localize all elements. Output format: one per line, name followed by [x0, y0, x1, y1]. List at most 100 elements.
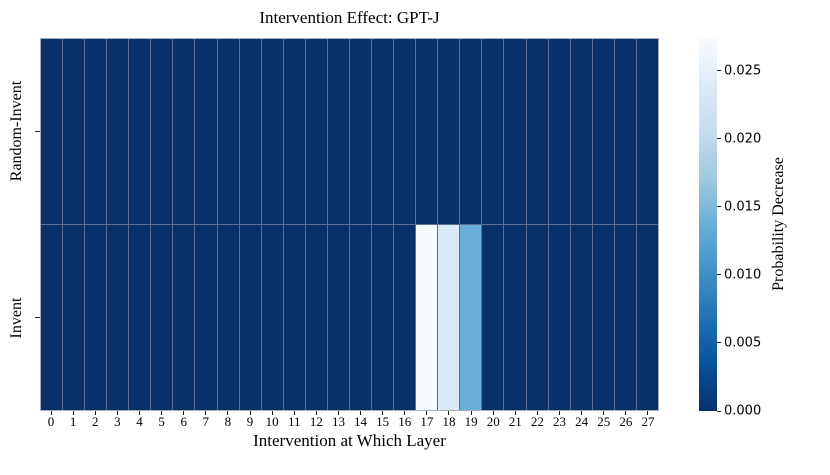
heatmap-cell — [526, 225, 548, 410]
x-tick-mark — [382, 411, 384, 415]
colorbar — [699, 38, 717, 411]
heatmap-cell — [504, 225, 526, 410]
heatmap-cell — [261, 225, 283, 410]
x-tick-label: 11 — [287, 414, 301, 429]
colorbar-tick-mark — [717, 274, 721, 276]
x-axis-label: Intervention at Which Layer — [253, 431, 446, 450]
heatmap-cell — [107, 225, 129, 410]
x-tick-mark — [72, 411, 74, 415]
x-tick-label: 8 — [224, 414, 232, 429]
heatmap-cell — [305, 39, 327, 224]
y-tick-mark — [35, 130, 40, 132]
x-tick-mark — [315, 411, 317, 415]
x-tick-label: 14 — [354, 414, 368, 429]
heatmap-cell — [63, 225, 85, 410]
heatmap-cell — [504, 39, 526, 224]
x-tick-mark — [205, 411, 207, 415]
heatmap-cell — [592, 39, 614, 224]
x-tick-label: 1 — [69, 414, 77, 429]
x-tick-label: 9 — [246, 414, 254, 429]
x-tick-label: 19 — [464, 414, 478, 429]
x-tick-mark — [647, 411, 649, 415]
x-tick-mark — [581, 411, 583, 415]
heatmap-cell — [460, 39, 482, 224]
x-tick-mark — [448, 411, 450, 415]
heatmap-cell — [173, 225, 195, 410]
y-tick-mark — [35, 317, 40, 319]
heatmap-cell — [195, 39, 217, 224]
heatmap-cell — [372, 225, 394, 410]
heatmap-cell — [151, 39, 173, 224]
heatmap-cell — [592, 225, 614, 410]
heatmap-cell — [239, 225, 261, 410]
heatmap-cell — [283, 225, 305, 410]
x-tick-label: 20 — [486, 414, 500, 429]
x-tick-label: 27 — [641, 414, 655, 429]
heatmap-cell — [129, 225, 151, 410]
colorbar-tick-mark — [717, 342, 721, 344]
heatmap-cell — [305, 225, 327, 410]
heatmap-cell — [438, 39, 460, 224]
colorbar-tick-mark — [717, 138, 721, 140]
heatmap-cell — [261, 39, 283, 224]
colorbar-tick-label: 0.010 — [724, 267, 762, 283]
x-tick-label: 6 — [180, 414, 187, 429]
heatmap-cell — [41, 225, 63, 410]
heatmap-cell — [239, 39, 261, 224]
heatmap-cell — [548, 225, 570, 410]
x-tick-mark — [161, 411, 163, 415]
heatmap-cell — [41, 39, 63, 224]
colorbar-tick-mark — [717, 410, 721, 412]
heatmap-cell — [217, 39, 239, 224]
heatmap-cell — [548, 39, 570, 224]
x-tick-label: 5 — [158, 414, 165, 429]
heatmap-cell — [372, 39, 394, 224]
heatmap-cell — [482, 225, 504, 410]
x-tick-label: 12 — [309, 414, 323, 429]
heatmap — [40, 38, 659, 411]
x-tick-mark — [603, 411, 605, 415]
x-tick-label: 16 — [398, 414, 412, 429]
x-tick-mark — [360, 411, 362, 415]
heatmap-cell — [438, 225, 460, 410]
heatmap-cell — [570, 225, 592, 410]
colorbar-tick-label: 0.000 — [724, 403, 762, 419]
x-tick-label: 24 — [575, 414, 589, 429]
colorbar-tick-mark — [717, 70, 721, 72]
heatmap-cell — [107, 39, 129, 224]
x-tick-mark — [514, 411, 516, 415]
x-tick-mark — [227, 411, 229, 415]
heatmap-cell — [349, 39, 372, 224]
x-tick-label: 4 — [136, 414, 143, 429]
x-tick-mark — [625, 411, 627, 415]
chart-title: Intervention Effect: GPT-J — [259, 8, 440, 27]
x-tick-mark — [337, 411, 339, 415]
colorbar-tick-label: 0.020 — [724, 131, 762, 147]
heatmap-cell — [636, 225, 658, 410]
x-tick-mark — [536, 411, 538, 415]
x-tick-label: 17 — [420, 414, 434, 429]
heatmap-cell — [349, 225, 372, 410]
x-tick-mark — [138, 411, 140, 415]
x-tick-mark — [271, 411, 273, 415]
x-tick-label: 2 — [92, 414, 99, 429]
heatmap-cell — [327, 225, 349, 410]
x-tick-label: 15 — [376, 414, 390, 429]
colorbar-tick-label: 0.015 — [724, 199, 762, 215]
x-tick-mark — [116, 411, 118, 415]
x-tick-mark — [559, 411, 561, 415]
x-tick-mark — [50, 411, 52, 415]
x-tick-label: 23 — [553, 414, 567, 429]
colorbar-label: Probability Decrease — [770, 157, 787, 291]
heatmap-cell — [151, 225, 173, 410]
heatmap-cell — [416, 39, 438, 224]
x-tick-label: 10 — [265, 414, 279, 429]
heatmap-cell — [460, 225, 482, 410]
colorbar-tick-mark — [717, 206, 721, 208]
heatmap-cell — [217, 225, 239, 410]
x-tick-mark — [492, 411, 494, 415]
heatmap-cell — [636, 39, 658, 224]
heatmap-cell — [283, 39, 305, 224]
heatmap-cell — [173, 39, 195, 224]
